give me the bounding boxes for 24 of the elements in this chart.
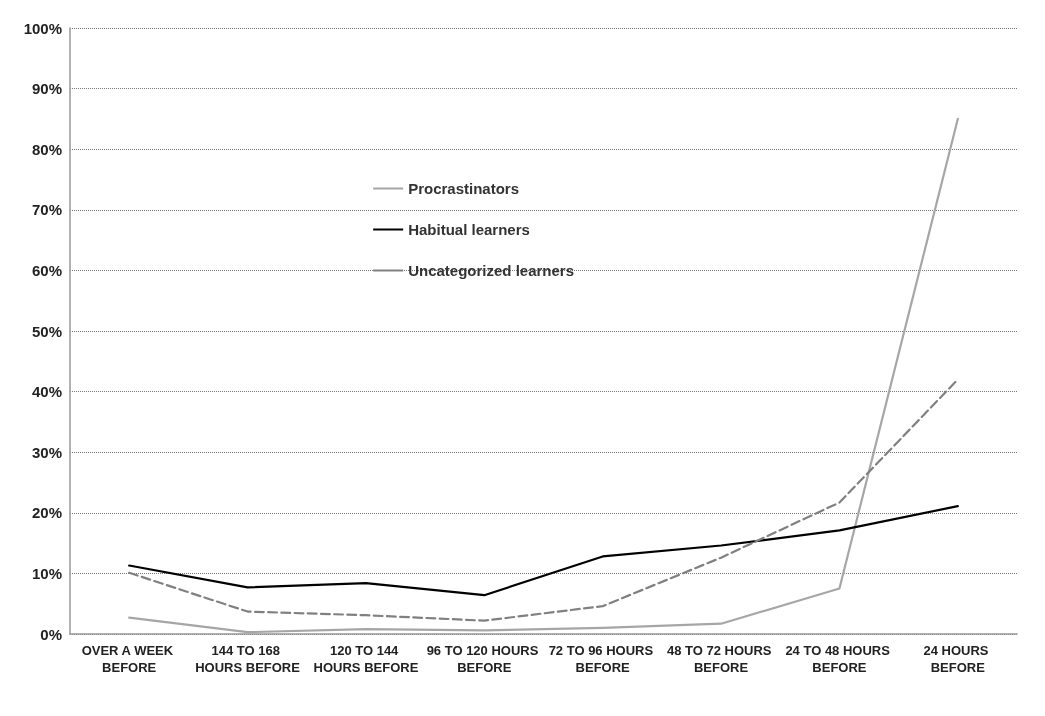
y-tick-label: 50% [31,322,62,340]
y-tick-label: 20% [31,504,62,522]
line-series [128,117,959,634]
x-tick-label: 48 TO 72 HOURS BEFORE [666,643,776,675]
x-tick-label: 120 TO 144 HOURS BEFORE [313,643,419,675]
y-tick-label: 90% [31,80,62,98]
x-tick-label: 72 TO 96 HOURS BEFORE [548,643,657,675]
y-tick-label: 10% [31,564,62,582]
legend-label: Procrastinators [408,180,520,197]
legend-label: Habitual learners [408,221,530,238]
line-series [128,505,959,597]
y-tick-label: 100% [23,19,62,37]
x-tick-label: 24 TO 48 HOURS BEFORE [785,643,894,675]
y-tick-label: 70% [31,201,62,219]
x-tick-label: OVER A WEEK BEFORE [81,643,177,675]
y-tick-label: 0% [40,625,62,643]
y-tick-label: 30% [31,443,62,461]
y-tick-label: 40% [31,383,62,401]
y-tick-label: 60% [31,261,62,279]
x-tick-label: 144 TO 168 HOURS BEFORE [195,643,301,675]
x-tick-label: 24 HOURS BEFORE [923,643,993,675]
x-tick-label: 96 TO 120 HOURS BEFORE [426,643,542,675]
legend-label: Uncategorized learners [408,262,575,279]
y-tick-label: 80% [31,140,62,158]
